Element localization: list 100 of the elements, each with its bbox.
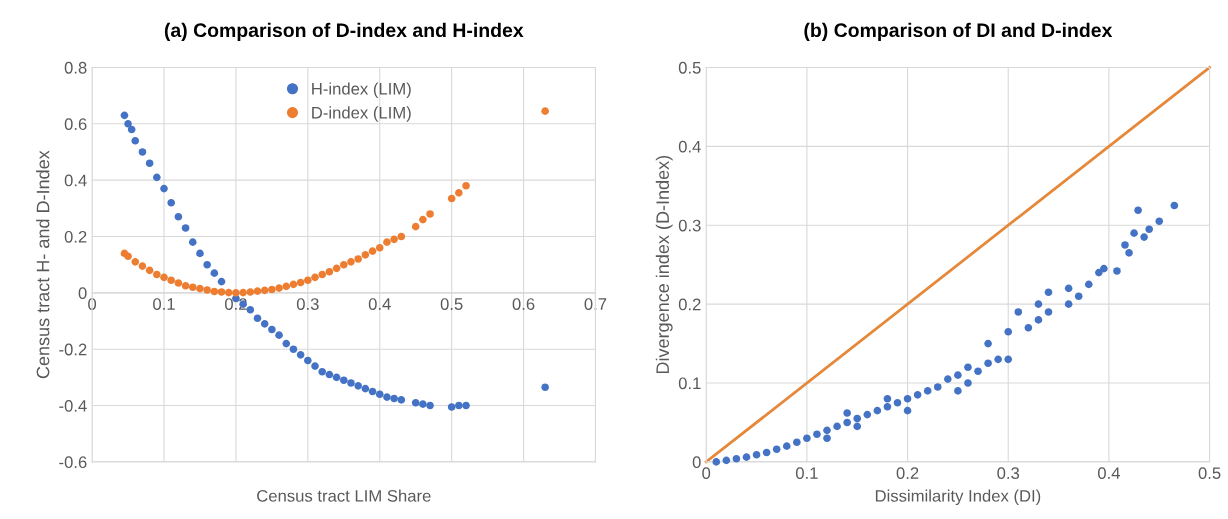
point (196, 249, 204, 258)
point (974, 367, 982, 375)
point (347, 379, 355, 387)
point (883, 402, 892, 411)
point (1100, 264, 1108, 273)
point (1024, 324, 1033, 332)
point (913, 391, 922, 399)
point (145, 159, 154, 168)
point (762, 448, 771, 457)
point (282, 339, 291, 348)
point (217, 277, 226, 286)
point (325, 267, 334, 276)
point (462, 401, 470, 410)
point (426, 401, 434, 410)
point (390, 394, 398, 403)
point (174, 279, 183, 287)
point (954, 371, 962, 379)
y-tick-label: 0.1 (678, 377, 701, 390)
x-tick-label: 0 (702, 467, 711, 480)
point (752, 451, 761, 459)
point (782, 442, 791, 450)
point (339, 260, 348, 269)
point (853, 414, 862, 423)
point (455, 401, 463, 410)
point (289, 345, 298, 354)
point (131, 136, 140, 145)
point (823, 434, 831, 443)
point (954, 387, 962, 395)
y-tick-label: -0.6 (59, 456, 87, 469)
legend-label: D-index (LIM) (312, 106, 411, 122)
x-tick-label: 0.4 (1097, 467, 1120, 480)
point (127, 125, 136, 134)
point (772, 445, 781, 454)
x-tick-label: 0.1 (795, 467, 818, 480)
point (181, 224, 190, 232)
x-tick-label: 0.1 (153, 298, 175, 310)
point (923, 387, 932, 395)
point (232, 289, 240, 297)
point (325, 370, 334, 379)
point (853, 422, 862, 431)
point (160, 273, 168, 282)
point (893, 398, 902, 407)
point (426, 210, 434, 218)
point (375, 243, 384, 252)
point (397, 232, 406, 241)
point (933, 383, 942, 391)
y-tick-label: 0.8 (64, 61, 87, 74)
point (347, 258, 355, 266)
x-tick-label: 0 (88, 298, 97, 310)
point (390, 235, 398, 244)
point (361, 384, 370, 393)
y-axis-title: Divergence index (D-Index) (655, 155, 673, 374)
y-tick-label: 0.4 (64, 174, 87, 187)
point (239, 288, 247, 297)
point (873, 406, 882, 415)
point (383, 238, 391, 246)
y-tick-label: 0 (78, 287, 87, 300)
x-axis-title: Dissimilarity Index (DI) (875, 489, 1041, 506)
point (246, 305, 255, 314)
point (354, 255, 362, 263)
x-tick-label: 0.4 (368, 298, 391, 310)
point (419, 400, 427, 408)
point (742, 453, 751, 461)
point (397, 396, 406, 404)
point (253, 314, 262, 323)
point (455, 189, 463, 197)
point (304, 276, 312, 284)
point (1170, 201, 1179, 210)
x-tick-label: 0.3 (997, 467, 1020, 480)
point (275, 284, 283, 292)
point (722, 456, 731, 465)
point (304, 356, 312, 365)
point (296, 278, 305, 287)
point (944, 375, 952, 383)
point (833, 422, 841, 431)
point (1084, 280, 1093, 289)
point (153, 173, 161, 182)
point (863, 410, 872, 419)
point (260, 286, 269, 295)
point (289, 280, 298, 289)
x-tick-label: 0.2 (896, 467, 919, 480)
point (124, 252, 132, 261)
point (160, 184, 168, 193)
y-axis-title: Census tract H- and D-Index (36, 150, 50, 379)
y-tick-label: 0.3 (678, 219, 701, 232)
x-tick-label: 0.6 (512, 298, 535, 310)
point (462, 182, 470, 190)
point (167, 198, 176, 207)
point (1044, 288, 1053, 297)
point (984, 359, 992, 368)
point (275, 331, 283, 339)
point (260, 320, 269, 328)
point (1034, 300, 1043, 308)
point (246, 288, 255, 296)
y-tick-label: -0.4 (59, 399, 87, 412)
point (964, 379, 972, 387)
legend-label: H-index (LIM) (312, 82, 411, 98)
y-tick-label: 0.2 (64, 230, 87, 243)
point (368, 387, 377, 396)
point (332, 373, 341, 382)
